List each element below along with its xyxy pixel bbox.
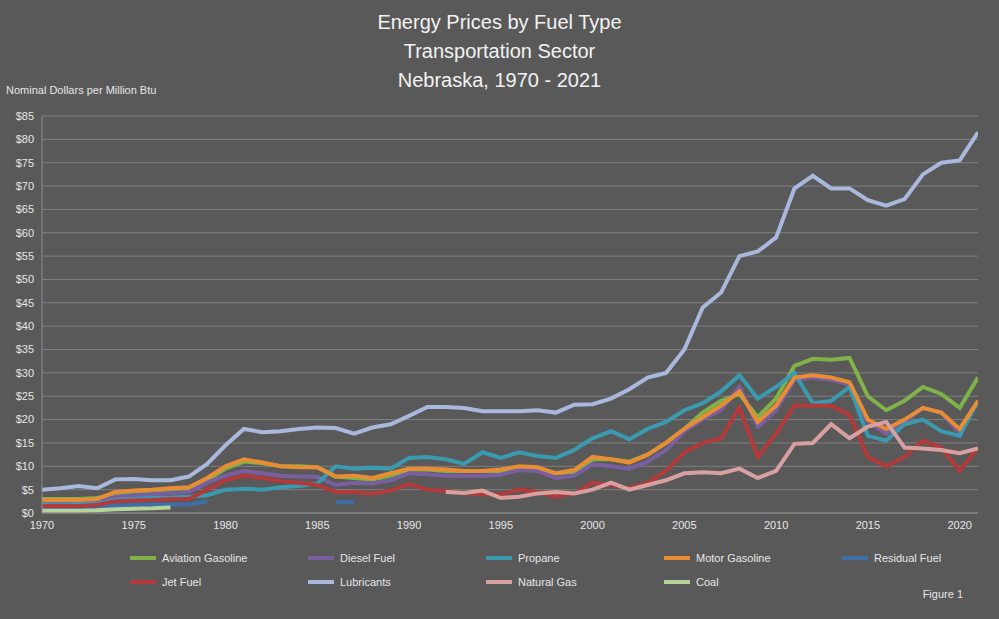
svg-text:2015: 2015 bbox=[856, 519, 880, 531]
svg-text:$60: $60 bbox=[16, 227, 34, 239]
html-text:Natural Gas: Natural Gas bbox=[518, 576, 577, 588]
svg-text:$35: $35 bbox=[16, 343, 34, 355]
svg-text:$40: $40 bbox=[16, 320, 34, 332]
html-text:Residual Fuel: Residual Fuel bbox=[874, 552, 942, 564]
html-text:Aviation Gasoline: Aviation Gasoline bbox=[162, 552, 248, 564]
svg-text:$55: $55 bbox=[16, 250, 34, 262]
svg-text:1980: 1980 bbox=[213, 519, 237, 531]
svg-text:$75: $75 bbox=[16, 157, 34, 169]
svg-text:$50: $50 bbox=[16, 273, 34, 285]
html-text:Lubricants: Lubricants bbox=[340, 576, 391, 588]
html-text:Coal: Coal bbox=[696, 576, 719, 588]
html-text:Transportation Sector: Transportation Sector bbox=[403, 40, 596, 62]
html-text:Jet Fuel: Jet Fuel bbox=[162, 576, 202, 588]
html-text:Nebraska, 1970 - 2021: Nebraska, 1970 - 2021 bbox=[397, 69, 602, 91]
svg-text:$45: $45 bbox=[16, 297, 34, 309]
svg-text:1975: 1975 bbox=[122, 519, 146, 531]
svg-text:1990: 1990 bbox=[397, 519, 421, 531]
html-text:Nominal Dollars per Million Bt: Nominal Dollars per Million Btu bbox=[6, 84, 157, 96]
svg-text:$10: $10 bbox=[16, 460, 34, 472]
svg-text:$65: $65 bbox=[16, 203, 34, 215]
svg-text:$5: $5 bbox=[22, 484, 34, 496]
svg-text:2005: 2005 bbox=[672, 519, 696, 531]
svg-text:$80: $80 bbox=[16, 133, 34, 145]
html-text:Energy Prices by Fuel Type: Energy Prices by Fuel Type bbox=[377, 11, 622, 33]
svg-text:$0: $0 bbox=[22, 507, 34, 519]
html-text:Motor Gasoline: Motor Gasoline bbox=[696, 552, 771, 564]
svg-text:$25: $25 bbox=[16, 390, 34, 402]
svg-text:$70: $70 bbox=[16, 180, 34, 192]
svg-text:1985: 1985 bbox=[305, 519, 329, 531]
html-text:Diesel Fuel: Diesel Fuel bbox=[340, 552, 395, 564]
svg-text:$30: $30 bbox=[16, 367, 34, 379]
html-text:Propane: Propane bbox=[518, 552, 560, 564]
svg-text:2000: 2000 bbox=[580, 519, 604, 531]
svg-text:2010: 2010 bbox=[764, 519, 788, 531]
svg-text:$20: $20 bbox=[16, 413, 34, 425]
svg-text:1995: 1995 bbox=[489, 519, 513, 531]
svg-text:$85: $85 bbox=[16, 110, 34, 122]
svg-text:1970: 1970 bbox=[30, 519, 54, 531]
svg-text:$15: $15 bbox=[16, 437, 34, 449]
html-text:Figure 1: Figure 1 bbox=[922, 588, 963, 600]
svg-text:2020: 2020 bbox=[947, 519, 971, 531]
